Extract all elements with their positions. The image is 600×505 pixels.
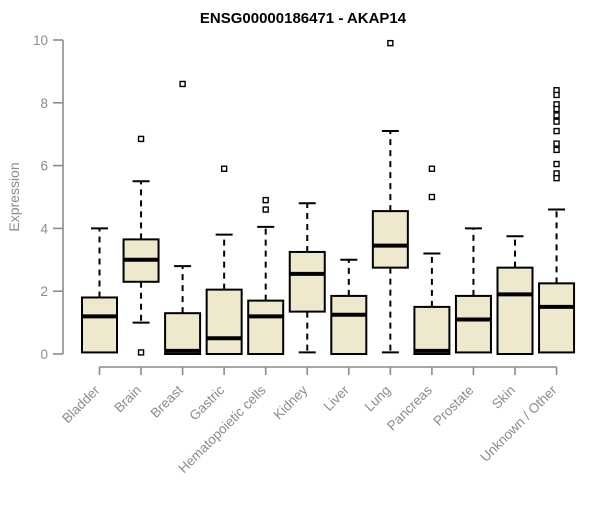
x-tick-label-brain: Brain [111,383,144,416]
y-tick-label-6: 6 [40,159,48,174]
outlier-point [553,118,560,125]
iqr-box [371,210,409,269]
x-tick-label-prostate: Prostate [430,383,476,429]
x-tick-label-gastric: Gastric [186,382,227,423]
box-liver [330,258,368,356]
y-tick-label-2: 2 [40,284,48,299]
box-prostate [454,227,492,354]
outlier-point [553,105,560,113]
iqr-box [454,294,492,354]
outlier-point [428,193,436,201]
iqr-box [330,294,368,356]
y-tick-label-10: 10 [33,33,48,48]
outlier-point [262,196,269,204]
box-gastric [205,165,243,356]
outlier-point [387,39,394,47]
y-tick-label-0: 0 [40,347,48,362]
outlier-point [179,80,186,88]
outlier-point [553,174,560,182]
outlier-point [553,112,560,119]
chart-title: ENSG00000186471 - AKAP14 [200,10,407,27]
x-tick-label-breast: Breast [148,382,186,420]
x-tick-label-kidney: Kidney [271,382,311,422]
box-kidney [288,202,326,354]
outlier-point [553,127,560,135]
iqr-box [247,299,285,355]
box-lung [371,39,409,354]
outlier-point [220,165,228,172]
outlier-point [553,160,560,168]
x-tick-label-liver: Liver [321,382,353,414]
x-tick-label-lung: Lung [362,383,394,415]
outlier-point [137,135,145,143]
iqr-box [288,250,326,313]
outlier-point [428,165,436,172]
box-unknown-other [538,87,576,354]
iqr-box [496,266,534,355]
y-axis-label: Expression [6,162,22,231]
iqr-box [81,296,118,354]
box-bladder [81,227,118,354]
iqr-box [205,288,243,356]
outlier-point [262,206,269,213]
box-hematopoietic-cells [247,196,285,355]
y-tick-label-8: 8 [40,96,48,111]
outlier-point [553,91,560,99]
outlier-point [553,140,560,147]
iqr-box [164,312,202,355]
iqr-box [538,282,576,354]
y-tick-label-4: 4 [40,221,48,236]
outlier-point [553,146,560,154]
iqr-box [413,305,451,355]
x-tick-label-pancreas: Pancreas [384,382,435,433]
box-pancreas [413,165,451,355]
box-skin [496,235,534,355]
box-brain [122,135,160,356]
x-tick-label-skin: Skin [489,383,518,412]
box-breast [164,80,202,355]
x-tick-label-unknown-other: Unknown / Other [477,382,560,465]
x-tick-label-bladder: Bladder [59,382,103,426]
outlier-point [137,349,145,356]
